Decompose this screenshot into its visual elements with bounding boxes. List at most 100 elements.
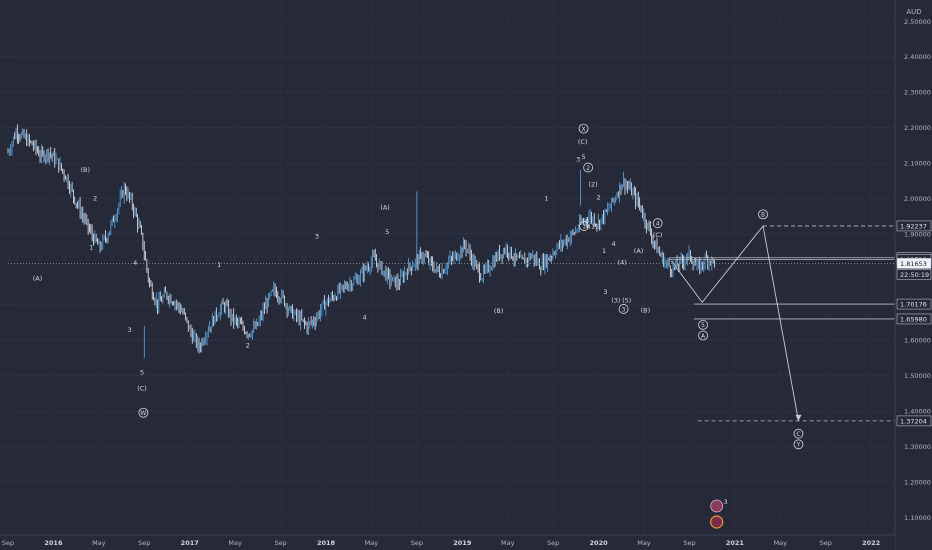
level-label-box — [896, 415, 932, 427]
price-tick-label: 1.90000 — [904, 230, 931, 238]
wave-label: (B) — [641, 306, 651, 314]
wave-label: (B) — [494, 307, 504, 315]
event-count: 3 — [724, 499, 728, 506]
wave-label: (C) — [653, 231, 663, 239]
time-axis-panel[interactable] — [0, 535, 895, 550]
price-tick-label: 1.30000 — [904, 443, 931, 451]
wave-label: 2 — [246, 342, 250, 350]
wave-label-circle — [578, 123, 589, 134]
time-tick-label: May — [637, 539, 651, 547]
flag-event-icon[interactable] — [710, 515, 724, 529]
wave-label: X — [582, 126, 586, 133]
wave-label: 3 — [622, 306, 626, 313]
level-label-box — [896, 298, 932, 310]
time-tick-label: May — [365, 539, 379, 547]
wave-label: (1) — [589, 222, 598, 230]
countdown-label: 22:50:19 — [900, 271, 929, 279]
wave-label: 4 — [363, 313, 367, 321]
time-tick-label: Sep — [274, 539, 286, 547]
wave-label: 1 — [89, 243, 93, 251]
wave-label: 5 — [701, 322, 705, 329]
price-tick-label: 1.20000 — [904, 478, 931, 486]
flag-event-icon[interactable] — [710, 499, 724, 513]
price-tick-label: 2.40000 — [904, 53, 931, 61]
wave-label: 4 — [133, 259, 137, 267]
time-tick-label: Sep — [820, 539, 832, 547]
wave-label: 3 — [315, 233, 319, 241]
wave-label: A — [701, 333, 706, 340]
wave-projection — [670, 224, 802, 421]
wave-label: (A) — [380, 204, 390, 212]
wave-label-circle — [579, 221, 589, 231]
wave-label: 3 — [576, 155, 580, 163]
wave-label: (A) — [33, 274, 43, 282]
wave-label: 4 — [612, 240, 616, 248]
projection-line — [670, 224, 799, 421]
wave-label: (C) — [137, 384, 147, 392]
wave-label: 1 — [602, 247, 606, 255]
wave-label: 5 — [385, 228, 389, 236]
price-tick-label: 1.60000 — [904, 337, 931, 345]
horizontal-levels — [8, 225, 895, 422]
currency-label: AUD — [906, 8, 921, 16]
wave-label-circle — [758, 209, 768, 220]
wave-label-circle — [652, 218, 663, 229]
wave-label: (C) — [578, 138, 588, 146]
time-tick-label: Sep — [683, 539, 695, 547]
time-tick-label: May — [92, 539, 106, 547]
time-tick-label: 2022 — [862, 539, 880, 547]
wave-label: (4) — [618, 258, 627, 266]
level-label-box — [896, 258, 932, 269]
wave-label: 1 — [585, 215, 589, 223]
wave-label: 2 — [597, 194, 601, 202]
wave-label-circle — [583, 162, 594, 173]
time-tick-label: 2018 — [317, 539, 336, 547]
time-tick-label: 2020 — [590, 539, 609, 547]
price-candles — [7, 124, 715, 358]
wave-label: (2) — [589, 181, 598, 189]
wave-label-circle — [698, 319, 708, 330]
level-label-box — [896, 313, 932, 325]
wave-label-circle — [698, 330, 708, 341]
wave-label: 5 — [140, 368, 144, 376]
price-level-labels: 1.922371.832621.827191.816531.701761.659… — [896, 220, 932, 427]
time-tick-label: 2019 — [453, 539, 472, 547]
event-badges[interactable]: 3 — [710, 499, 728, 529]
time-tick-label: Sep — [138, 539, 150, 547]
time-tick-label: Sep — [547, 539, 559, 547]
time-tick-label: Sep — [2, 539, 14, 547]
level-label: 1.65980 — [900, 315, 927, 323]
price-tick-label: 2.10000 — [904, 159, 931, 167]
wave-label-circle — [793, 439, 804, 450]
price-tick-label: 2.00000 — [904, 195, 931, 203]
wave-label: (B) — [80, 166, 90, 174]
wave-label: 3 — [603, 288, 607, 296]
time-tick-label: 2017 — [181, 539, 199, 547]
wave-label-circle — [793, 428, 804, 439]
wave-label: 1 — [582, 223, 586, 230]
price-tick-label: 2.50000 — [904, 18, 931, 26]
wave-label: (A) — [634, 247, 644, 255]
time-tick-label: May — [228, 539, 242, 547]
level-label: 1.70176 — [900, 301, 927, 309]
wave-label-circle — [138, 407, 149, 418]
wave-label: 1 — [217, 261, 221, 269]
wave-label: 4 — [656, 221, 660, 228]
time-tick-label: 2016 — [44, 539, 63, 547]
wave-label: 2 — [549, 255, 553, 263]
level-label: 1.37204 — [900, 417, 927, 425]
price-tick-label: 2.30000 — [904, 89, 931, 97]
price-tick-label: 1.10000 — [904, 514, 931, 522]
wave-label-circle — [618, 304, 629, 314]
wave-label: 5 — [582, 153, 586, 161]
level-label: 1.92237 — [900, 222, 927, 230]
price-tick-label: 2.20000 — [904, 124, 931, 132]
level-label-box — [896, 220, 932, 232]
wave-label: 2 — [93, 195, 97, 203]
price-tick-label: 1.50000 — [904, 372, 931, 380]
countdown-box — [896, 269, 932, 280]
wave-label: 2 — [586, 165, 590, 172]
time-axis-ticks: Sep 2016 May Sep 2017 May Sep 2018 May Sep 2019 May… — [2, 539, 880, 547]
